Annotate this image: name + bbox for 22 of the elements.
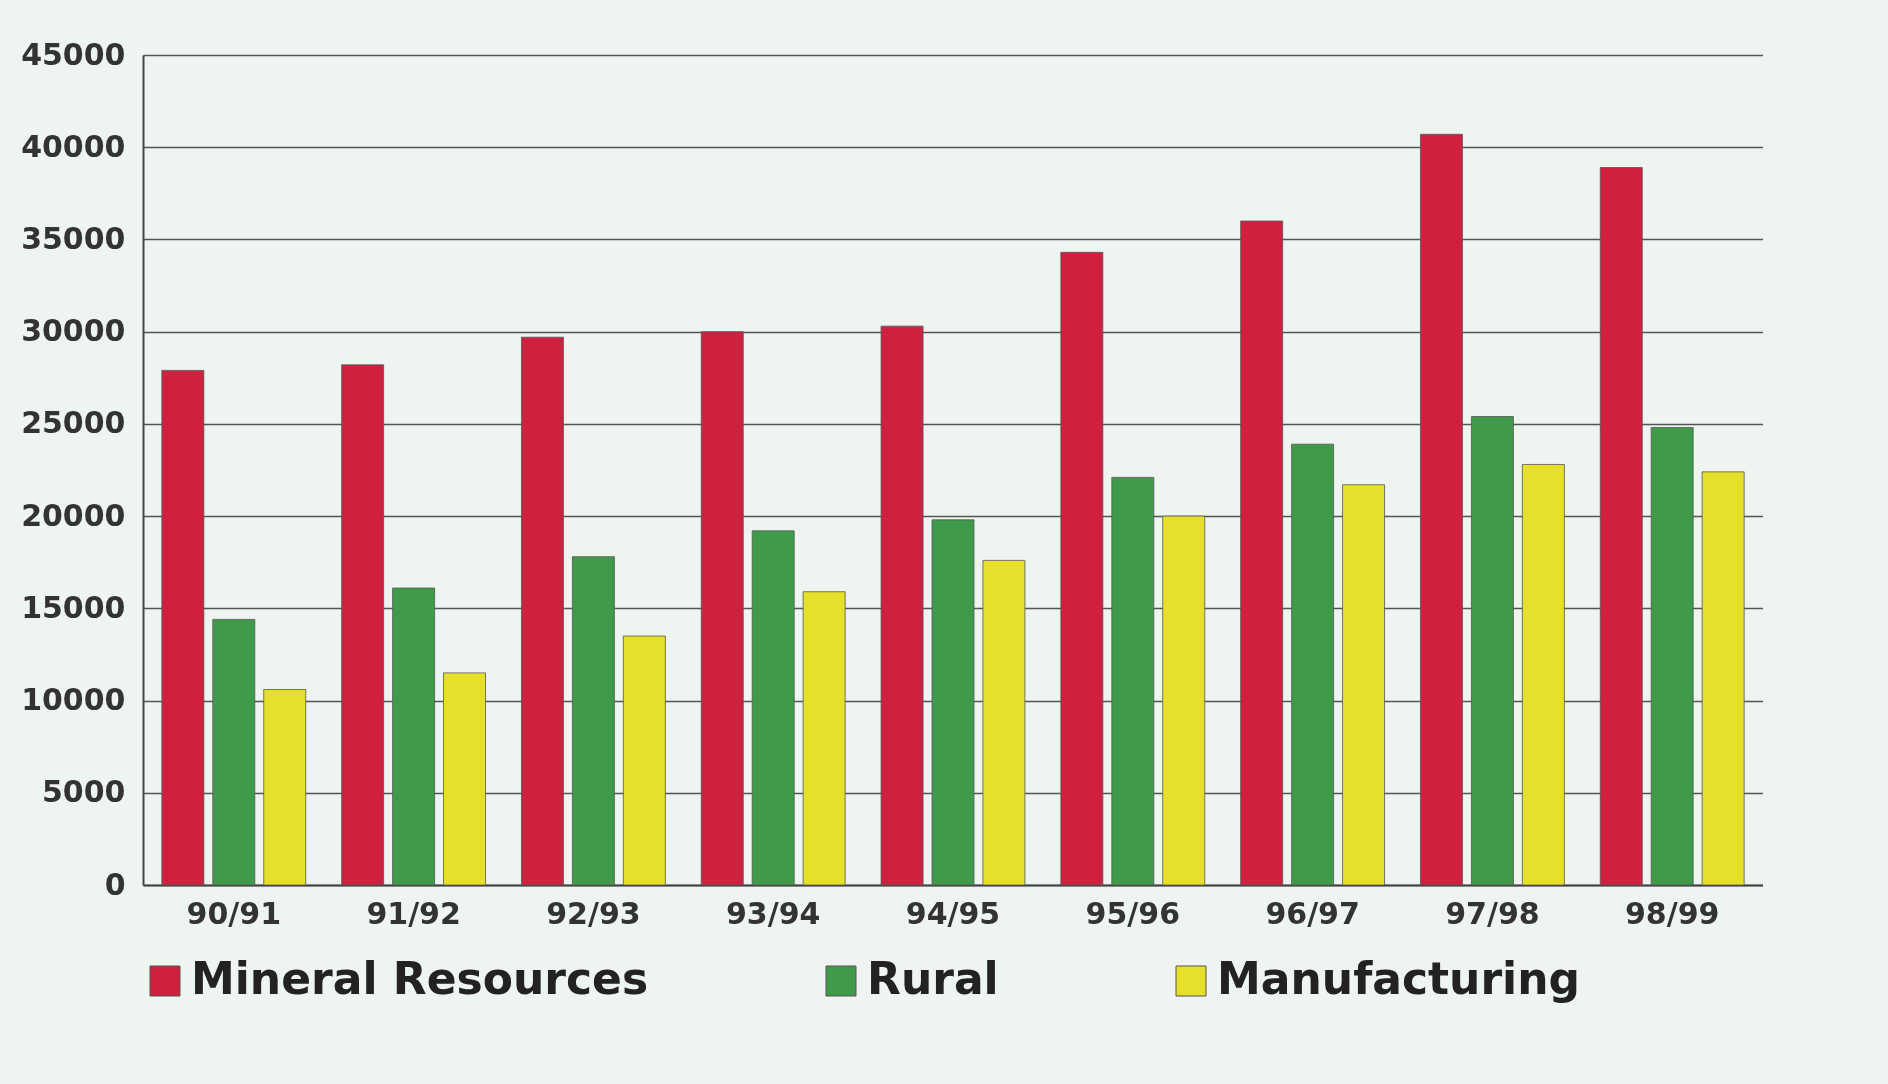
x-tick-label: 97/98 [1445, 895, 1540, 931]
x-tick-label: 98/99 [1624, 895, 1720, 931]
y-tick-label: 30000 [21, 313, 126, 349]
x-tick-label: 90/91 [186, 895, 282, 931]
y-tick-label: 0 [104, 866, 126, 902]
x-tick-label: 95/96 [1085, 895, 1181, 931]
y-tick-label: 25000 [21, 405, 126, 441]
x-tick-label: 91/92 [366, 895, 461, 931]
y-tick-label: 35000 [21, 220, 126, 256]
y-tick-label: 5000 [42, 774, 126, 810]
y-tick-label: 20000 [21, 497, 126, 533]
x-tick-label: 93/94 [725, 895, 821, 931]
y-tick-label: 10000 [21, 682, 126, 718]
legend-label: Mineral Resources [191, 953, 649, 1004]
x-tick-label: 96/97 [1265, 895, 1360, 931]
legend-label: Rural [867, 953, 999, 1004]
x-tick-label: 94/95 [905, 895, 1001, 931]
y-tick-label: 15000 [21, 589, 126, 625]
legend-label: Manufacturing [1217, 953, 1580, 1004]
x-tick-label: 92/93 [546, 895, 641, 931]
y-tick-label: 45000 [21, 36, 126, 72]
y-tick-label: 40000 [21, 128, 126, 164]
